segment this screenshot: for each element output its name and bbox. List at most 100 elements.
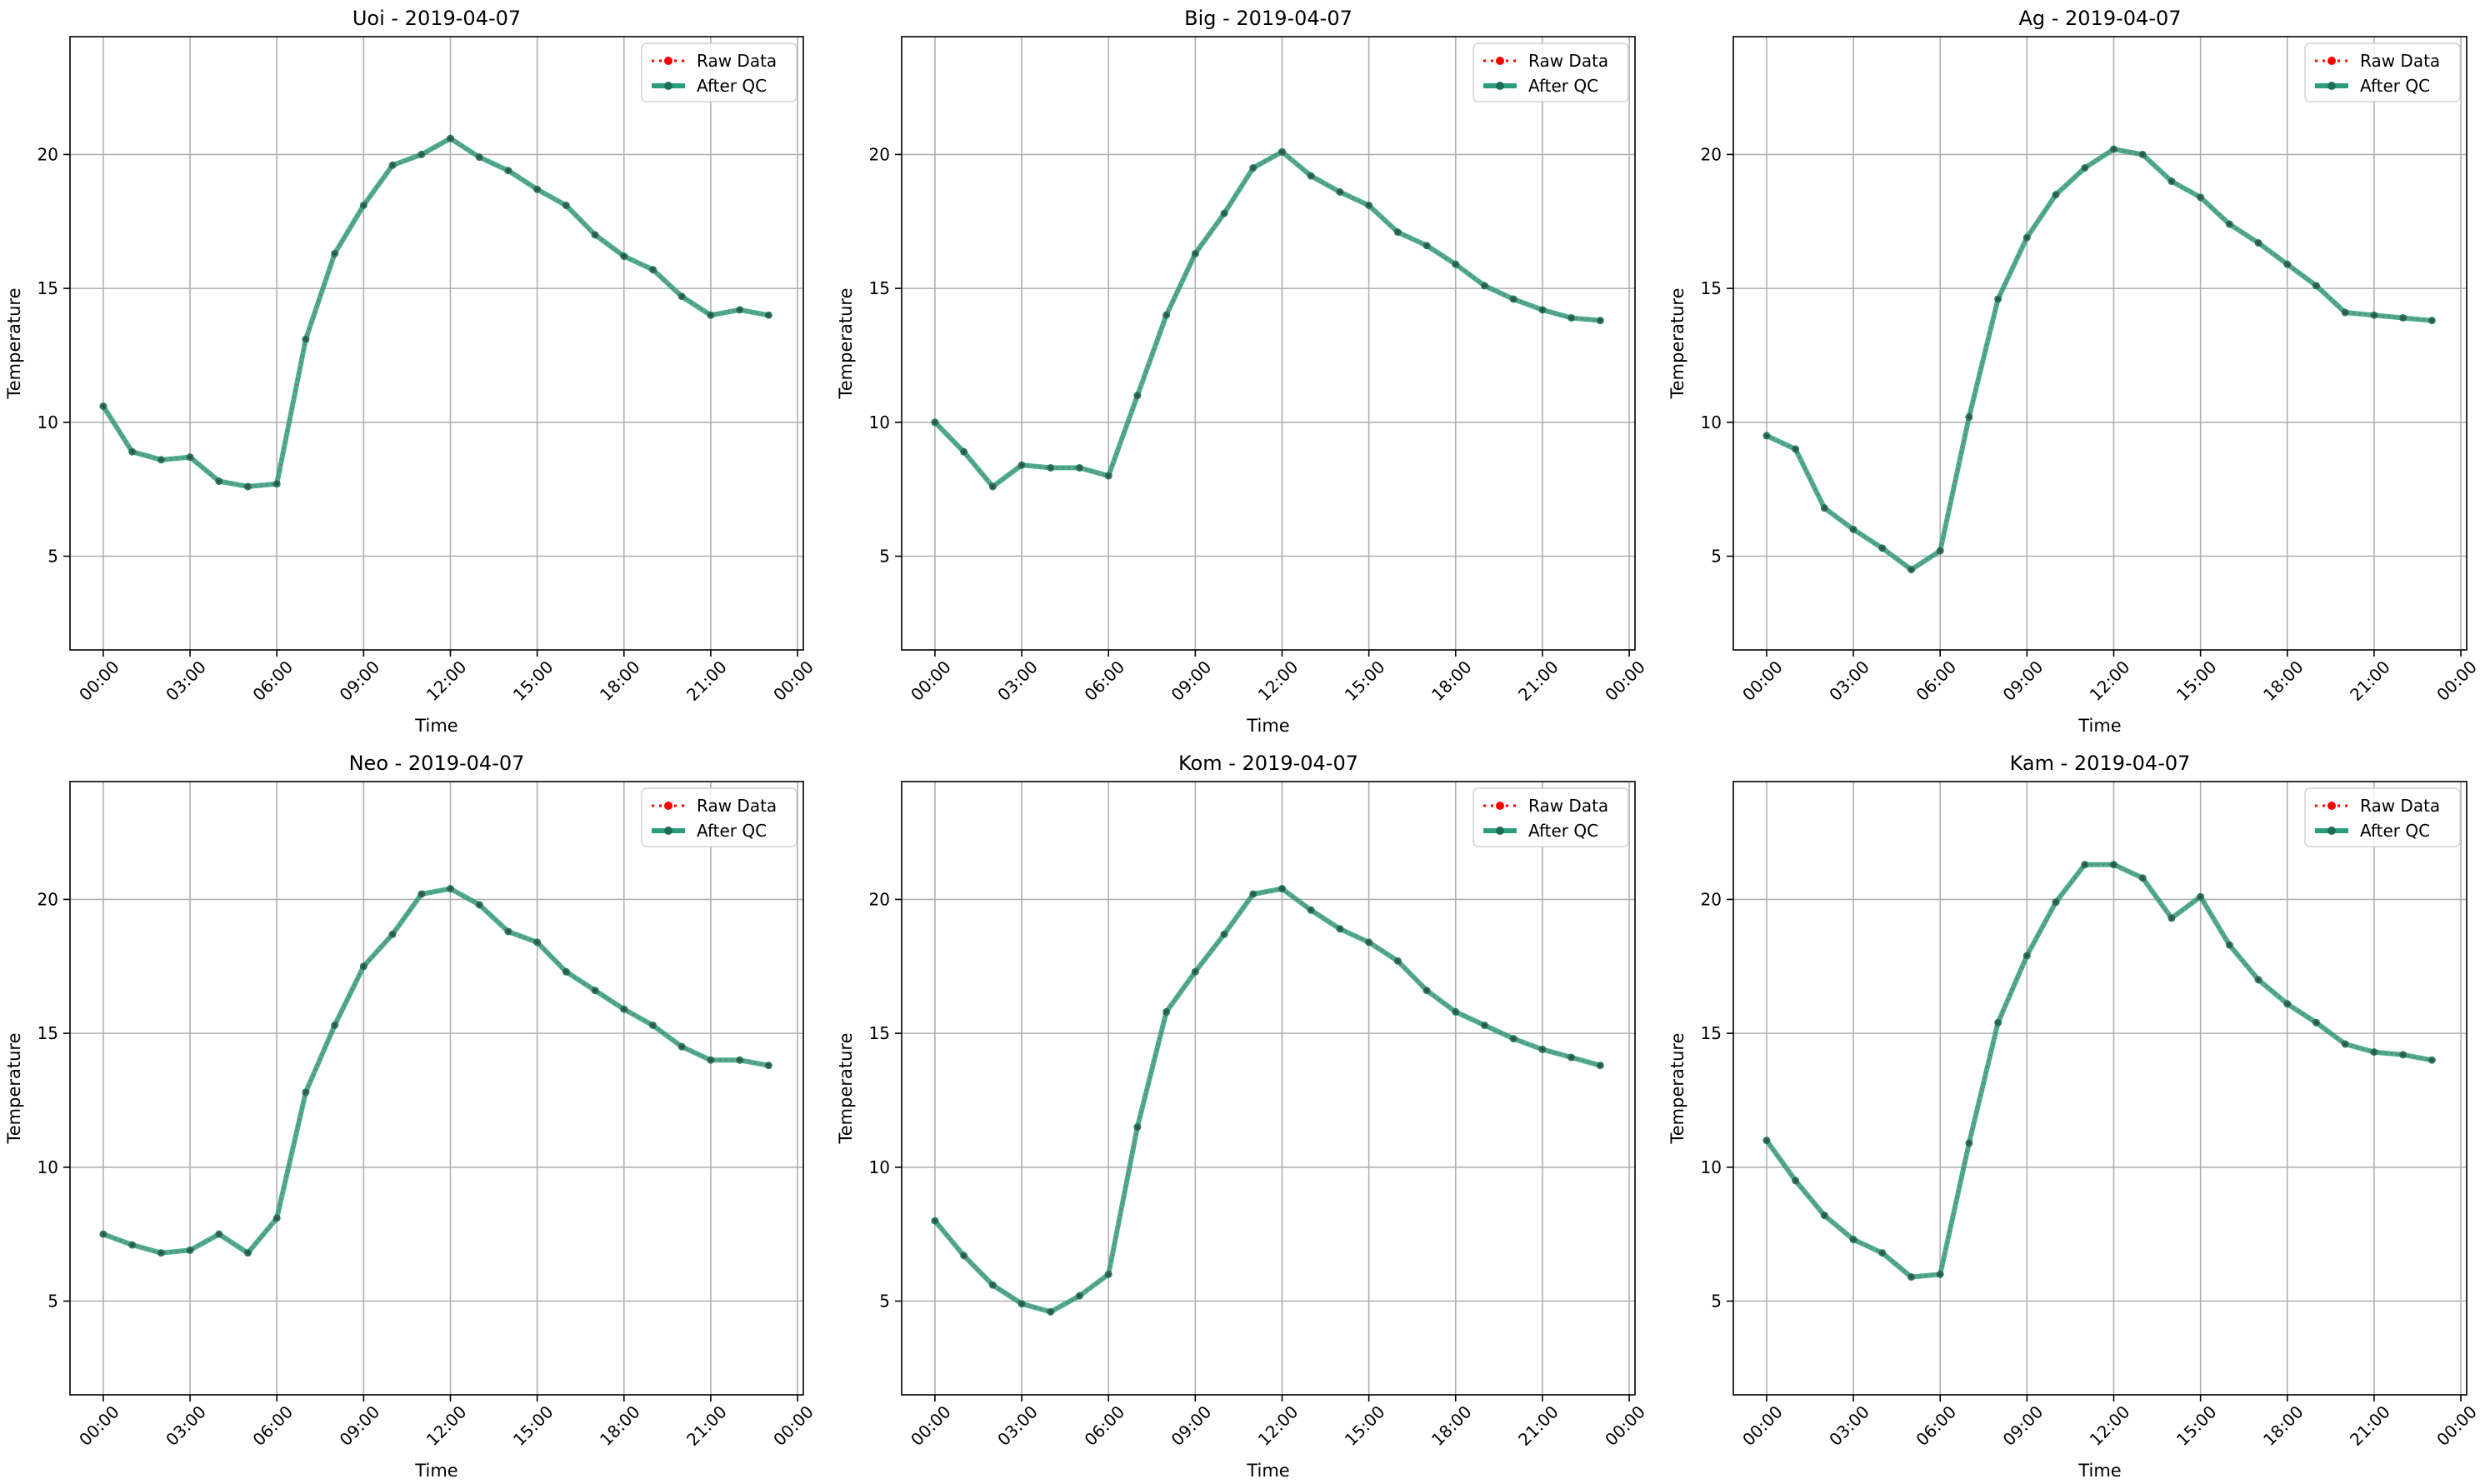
x-tick-label: 03:00 [162, 1402, 210, 1450]
series-line-raw-data [934, 887, 1601, 1313]
data-point-raw-data [1909, 1275, 1913, 1279]
data-point-raw-data [1482, 283, 1487, 287]
y-axis-label: Temperature [1668, 1032, 1688, 1144]
data-point-raw-data [159, 457, 163, 462]
data-point-raw-data [246, 484, 250, 488]
data-point-raw-data [1222, 932, 1227, 937]
data-point-raw-data [1938, 1272, 1942, 1277]
data-point-raw-data [101, 404, 105, 408]
data-point-raw-data [651, 267, 655, 272]
data-point-raw-data [1512, 297, 1516, 301]
y-tick-label: 10 [869, 412, 890, 432]
x-tick-label: 00:00 [769, 1402, 818, 1450]
y-tick-label: 10 [869, 1157, 890, 1177]
series-line-raw-data [1766, 147, 2432, 571]
y-tick-label: 5 [1711, 547, 1722, 567]
data-point-raw-data [1822, 506, 1827, 510]
data-point-raw-data [1425, 988, 1429, 992]
data-point-raw-data [2054, 192, 2058, 197]
data-point-raw-data [1078, 466, 1082, 470]
x-tick-label: 00:00 [75, 1402, 123, 1450]
legend-label-after-qc: After QC [2360, 76, 2430, 96]
x-tick-label: 03:00 [993, 1402, 1042, 1450]
data-point-raw-data [448, 887, 452, 891]
x-tick-label: 09:00 [336, 657, 384, 705]
x-tick-label: 00:00 [1738, 657, 1787, 705]
y-tick-label: 5 [1711, 1292, 1722, 1312]
data-point-raw-data [622, 1007, 626, 1012]
x-tick-label: 18:00 [2259, 1402, 2308, 1450]
series-line-raw-data [102, 887, 769, 1255]
data-point-raw-data [2257, 977, 2261, 982]
x-tick-label: 21:00 [2346, 657, 2394, 705]
legend-label-raw-data: Raw Data [1528, 796, 1608, 816]
data-point-raw-data [391, 932, 395, 937]
y-tick-label: 15 [38, 1023, 58, 1043]
data-point-raw-data [2228, 222, 2232, 226]
data-point-raw-data [1251, 892, 1255, 896]
data-point-raw-data [448, 137, 452, 141]
legend-label-raw-data: Raw Data [1528, 51, 1608, 71]
legend-label-after-qc: After QC [1528, 76, 1598, 96]
x-tick-label: 15:00 [2172, 657, 2221, 705]
data-point-raw-data [1135, 393, 1139, 397]
data-point-raw-data [651, 1023, 655, 1027]
data-point-raw-data [362, 964, 366, 968]
x-tick-label: 18:00 [1428, 1402, 1476, 1450]
x-tick-label: 18:00 [596, 1402, 644, 1450]
series-line-after-qc [932, 886, 1603, 1315]
chart-title: Ag - 2019-04-07 [2018, 7, 2181, 30]
x-tick-label: 21:00 [1514, 1402, 1562, 1450]
x-tick-label: 00:00 [2432, 657, 2481, 705]
data-point-raw-data [1880, 546, 1884, 550]
x-tick-label: 12:00 [422, 1402, 471, 1450]
data-point-raw-data [1938, 549, 1942, 553]
data-point-raw-data [1598, 318, 1602, 322]
chart-panel: Ag - 2019-04-07 00:00 03:00 06:00 09:00 12:00… [1668, 7, 2481, 736]
data-point-raw-data [962, 450, 966, 454]
data-point-raw-data [738, 307, 742, 312]
series-line-raw-data [102, 137, 769, 487]
data-point-raw-data [1078, 1294, 1082, 1298]
x-tick-label: 18:00 [1428, 657, 1476, 705]
data-point-raw-data [564, 970, 568, 974]
data-point-raw-data [2082, 166, 2087, 170]
data-point-raw-data [1540, 1047, 1544, 1052]
data-point-raw-data [2025, 236, 2029, 240]
data-point-raw-data [2228, 943, 2232, 947]
x-tick-label: 12:00 [422, 657, 471, 705]
data-point-raw-data [332, 1023, 337, 1027]
x-tick-label: 09:00 [1168, 1402, 1216, 1450]
data-point-raw-data [130, 450, 134, 454]
y-tick-label: 20 [38, 889, 58, 909]
legend-label-after-qc: After QC [697, 821, 767, 841]
data-point-raw-data [1020, 1302, 1024, 1306]
data-point-raw-data [1852, 527, 1856, 532]
legend-label-raw-data: Raw Data [2360, 796, 2440, 816]
x-axis-label: Time [414, 716, 458, 736]
y-axis-label: Temperature [4, 1032, 24, 1144]
data-point-raw-data [2169, 179, 2173, 183]
y-tick-label: 5 [879, 547, 890, 567]
data-point-raw-data [332, 252, 337, 256]
x-tick-label: 18:00 [2259, 657, 2308, 705]
data-point-raw-data [1540, 307, 1544, 312]
data-point-raw-data [159, 1251, 163, 1255]
data-point-raw-data [1107, 474, 1111, 478]
data-point-raw-data [1453, 1010, 1458, 1014]
x-tick-label: 03:00 [162, 657, 210, 705]
data-point-raw-data [1338, 190, 1342, 194]
legend-marker-raw-data [2328, 57, 2336, 65]
data-point-raw-data [622, 254, 626, 258]
data-point-raw-data [1996, 1021, 2000, 1025]
series-line-after-qc [100, 136, 772, 489]
data-point-raw-data [1967, 1141, 1971, 1145]
x-tick-label: 21:00 [682, 1402, 731, 1450]
x-tick-label: 00:00 [907, 657, 955, 705]
x-tick-label: 12:00 [2086, 657, 2134, 705]
legend-marker-raw-data [664, 802, 672, 810]
data-point-raw-data [130, 1243, 134, 1247]
data-point-raw-data [188, 455, 192, 459]
x-tick-label: 06:00 [1080, 657, 1128, 705]
